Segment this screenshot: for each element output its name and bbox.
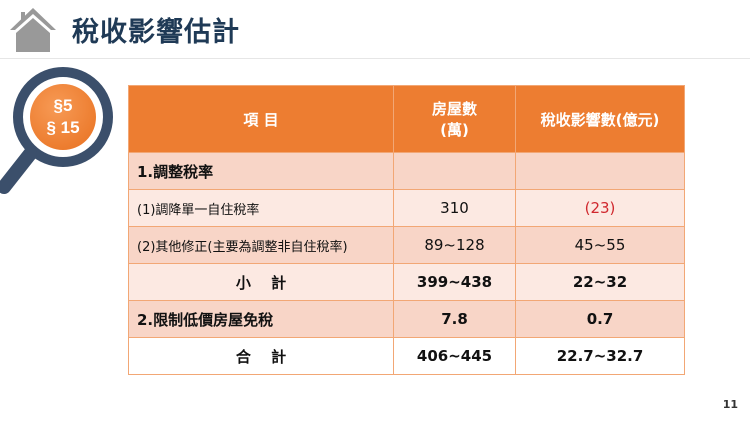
- page-number: 11: [722, 398, 738, 411]
- table-row: 1.調整稅率: [128, 152, 685, 190]
- home-icon: [10, 8, 56, 52]
- badge-line-2: § 15: [46, 118, 80, 137]
- page-title: 稅收影響估計: [72, 17, 240, 48]
- header-impact: 稅收影響數(億元): [515, 85, 685, 153]
- table-row: (2)其他修正(主要為調整非自住稅率) 89~128 45~55: [128, 226, 685, 264]
- section-badge: §5 § 15: [30, 84, 96, 150]
- table-row-total: 合 計 406~445 22.7~32.7: [128, 337, 685, 375]
- divider: [0, 58, 750, 59]
- table-header: 項 目 房屋數 (萬) 稅收影響數(億元): [128, 85, 685, 153]
- badge-line-1: §5: [53, 96, 73, 115]
- table-row: 2.限制低價房屋免稅 7.8 0.7: [128, 300, 685, 338]
- header-item: 項 目: [128, 85, 394, 153]
- table-row-subtotal: 小 計 399~438 22~32: [128, 263, 685, 301]
- table-row: (1)調降單一自住稅率 310 (23): [128, 189, 685, 227]
- tax-impact-table: 項 目 房屋數 (萬) 稅收影響數(億元) 1.調整稅率 (1)調降單一自住稅率 …: [128, 85, 685, 375]
- header-houses: 房屋數 (萬): [393, 85, 516, 153]
